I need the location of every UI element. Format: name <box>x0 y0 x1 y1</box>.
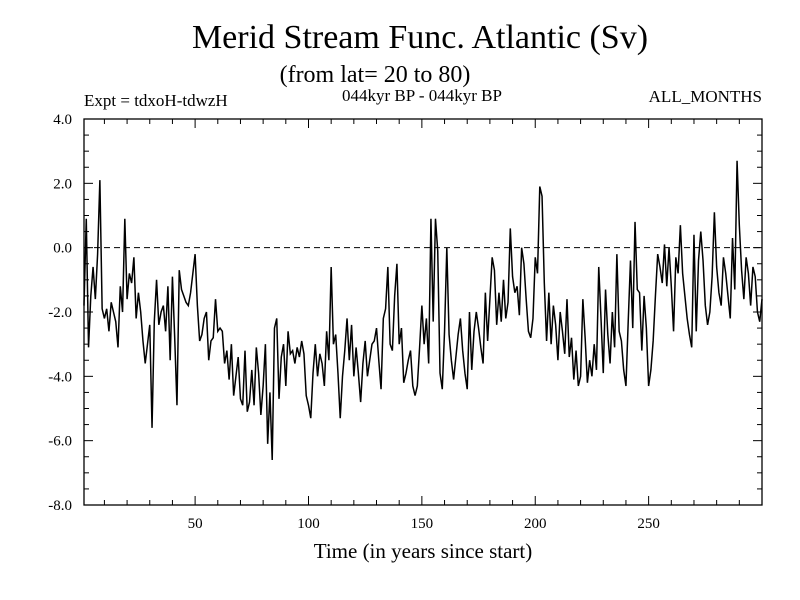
y-tick-label: -2.0 <box>48 305 72 321</box>
x-tick-label: 150 <box>411 516 434 532</box>
chart-title: Merid Stream Func. Atlantic (Sv) <box>192 19 648 56</box>
y-axis-tick-labels: -8.0 -6.0 -4.0 -2.0 0.0 2.0 4.0 <box>48 112 72 514</box>
y-axis-ticks <box>84 118 762 506</box>
y-tick-label: 4.0 <box>53 112 72 128</box>
y-tick-label: -4.0 <box>48 369 72 385</box>
x-tick-label: 50 <box>188 516 203 532</box>
experiment-label: Expt = tdxoH-tdwzH <box>84 91 228 110</box>
plot-frame <box>83 118 763 506</box>
x-tick-label: 200 <box>524 516 547 532</box>
months-label: ALL_MONTHS <box>649 87 762 106</box>
x-axis-label: Time (in years since start) <box>314 539 533 563</box>
period-label: 044kyr BP - 044kyr BP <box>342 86 502 105</box>
y-tick-label: 0.0 <box>53 241 72 257</box>
x-axis-tick-labels: 50 100 150 200 250 <box>188 516 660 532</box>
series-line <box>83 160 763 460</box>
y-tick-label: 2.0 <box>53 176 72 192</box>
chart-subtitle: (from lat= 20 to 80) <box>280 62 471 88</box>
x-tick-label: 250 <box>637 516 660 532</box>
x-tick-label: 100 <box>297 516 320 532</box>
y-tick-label: -8.0 <box>48 498 72 514</box>
y-tick-label: -6.0 <box>48 434 72 450</box>
